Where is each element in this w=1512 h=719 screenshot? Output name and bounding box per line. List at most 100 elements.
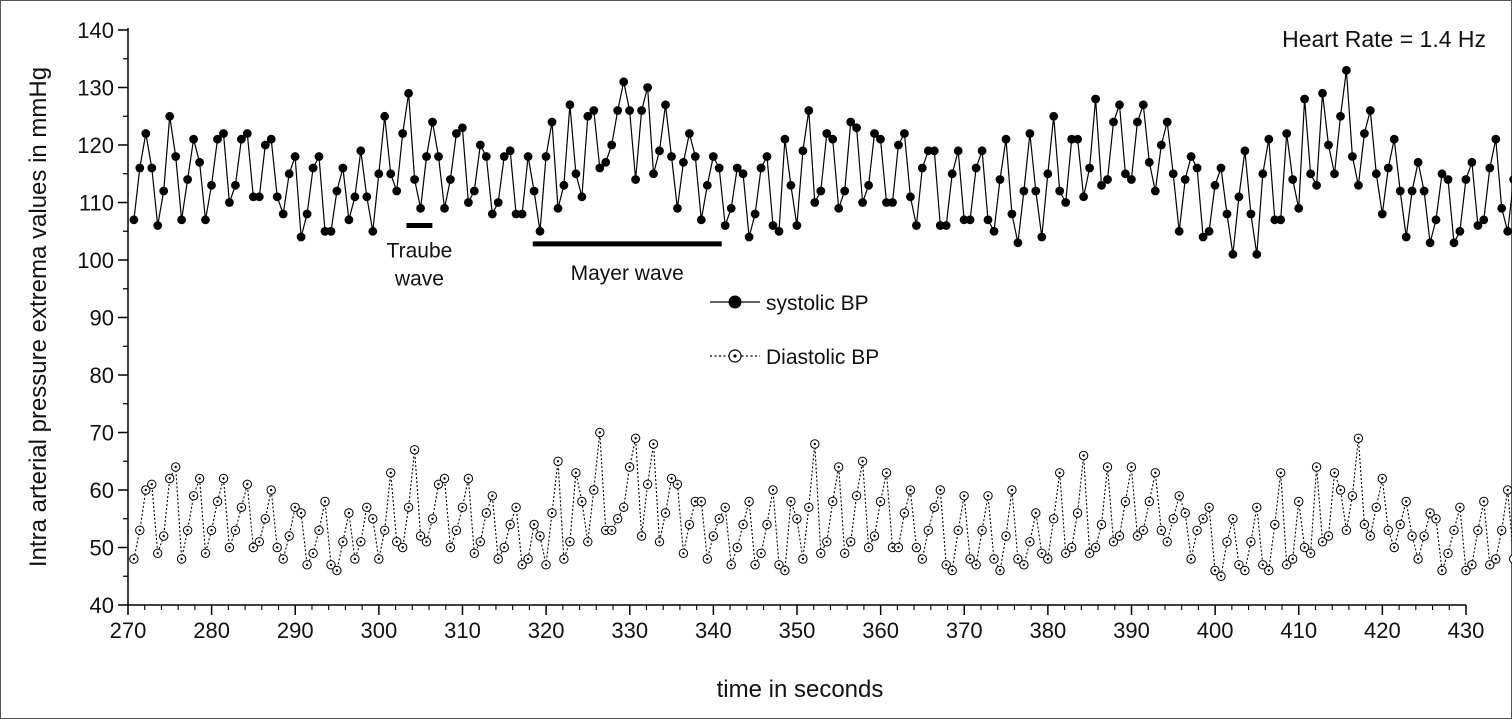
systolic-point xyxy=(153,221,163,230)
diastolic-point-center xyxy=(622,506,625,509)
systolic-point xyxy=(380,111,390,121)
x-tick-label: 370 xyxy=(946,618,983,643)
systolic-point xyxy=(1497,203,1507,213)
diastolic-point-center xyxy=(706,557,709,561)
systolic-point xyxy=(1264,134,1274,144)
diastolic-point-center xyxy=(837,465,840,469)
diastolic-point-center xyxy=(186,529,189,532)
diastolic-point-center xyxy=(156,552,159,555)
diastolic-point-center xyxy=(849,540,852,543)
x-tick-label: 420 xyxy=(1364,618,1401,643)
diastolic-point-center xyxy=(1166,540,1169,543)
systolic-point xyxy=(529,186,539,196)
y-axis: 40 50 60 70 80 90 100 110 120 130 140 xyxy=(77,18,129,618)
diastolic-point-center xyxy=(138,529,141,532)
systolic-point xyxy=(368,226,378,236)
systolic-point xyxy=(1330,169,1339,179)
diastolic-point-center xyxy=(718,517,721,520)
systolic-point xyxy=(1318,88,1327,98)
systolic-point xyxy=(756,163,766,173)
systolic-point xyxy=(475,140,485,150)
x-tick-label: 270 xyxy=(110,618,147,643)
systolic-point xyxy=(894,140,903,150)
systolic-point xyxy=(1210,180,1220,190)
diastolic-point-center xyxy=(1279,471,1282,474)
systolic-point xyxy=(207,180,216,190)
diastolic-point-center xyxy=(1375,506,1378,509)
diastolic-point-center xyxy=(1357,437,1360,440)
diastolic-line xyxy=(133,432,1512,578)
diastolic-point-center xyxy=(509,523,512,526)
diastolic-point-center xyxy=(568,540,572,543)
diastolic-point-center xyxy=(437,483,440,486)
systolic-point xyxy=(1288,175,1298,184)
diastolic-point-center xyxy=(168,477,171,480)
diastolic-point-center xyxy=(598,431,601,434)
diastolic-point-center xyxy=(1022,563,1026,566)
x-tick-label: 380 xyxy=(1030,618,1067,643)
diastolic-point-center xyxy=(1058,471,1061,474)
systolic-point xyxy=(1473,221,1483,230)
systolic-point xyxy=(332,186,342,196)
systolic-point xyxy=(278,209,288,219)
diastolic-point-center xyxy=(962,494,966,497)
systolic-point xyxy=(1109,117,1118,127)
diastolic-point-center xyxy=(1040,552,1044,555)
systolic-point xyxy=(1312,180,1321,190)
systolic-point xyxy=(260,140,270,150)
diastolic-point-center xyxy=(1046,557,1050,561)
diastolic-point-center xyxy=(1452,529,1456,532)
systolic-point xyxy=(1168,169,1178,179)
diastolic-point-center xyxy=(252,546,255,549)
diastolic-point-center xyxy=(1219,575,1223,578)
diastolic-point-center xyxy=(974,563,978,566)
x-tick-label: 330 xyxy=(611,618,648,643)
diastolic-point-center xyxy=(473,552,476,555)
systolic-point xyxy=(655,146,664,156)
systolic-point xyxy=(1437,169,1447,179)
systolic-point xyxy=(1413,157,1423,167)
systolic-point xyxy=(1401,232,1411,242)
diastolic-point-center xyxy=(592,488,595,492)
systolic-point xyxy=(1204,226,1214,236)
systolic-point xyxy=(1240,146,1250,156)
systolic-point xyxy=(1133,117,1142,127)
diastolic-point-center xyxy=(783,569,787,572)
diastolic-point-center xyxy=(538,534,542,538)
diastolic-point-center xyxy=(550,511,554,515)
diastolic-point-center xyxy=(228,546,231,549)
diastolic-point-center xyxy=(1094,546,1097,549)
systolic-point xyxy=(565,100,575,110)
systolic-point xyxy=(774,226,784,236)
systolic-point xyxy=(219,129,228,138)
systolic-point xyxy=(1455,226,1465,236)
systolic-point xyxy=(374,169,384,179)
systolic-point xyxy=(1091,94,1100,104)
systolic-point xyxy=(254,192,264,202)
systolic-point xyxy=(1431,215,1441,225)
systolic-point xyxy=(965,215,975,225)
systolic-point xyxy=(840,186,850,196)
systolic-point xyxy=(135,163,145,173)
systolic-point xyxy=(1228,249,1238,259)
systolic-point xyxy=(750,209,760,219)
diastolic-point-center xyxy=(544,563,548,566)
y-tick-label: 70 xyxy=(90,421,114,446)
diastolic-point-center xyxy=(258,540,261,543)
diastolic-point-center xyxy=(180,557,183,561)
systolic-point xyxy=(1049,111,1059,121)
diastolic-point-center xyxy=(1082,454,1085,457)
diastolic-point-center xyxy=(1225,540,1229,543)
diastolic-point-center xyxy=(1464,569,1468,572)
systolic-point xyxy=(1461,175,1471,184)
systolic-point xyxy=(422,152,431,161)
systolic-point xyxy=(876,134,885,144)
y-tick-label: 40 xyxy=(90,593,114,618)
diastolic-point-center xyxy=(682,552,685,555)
systolic-point xyxy=(673,203,682,213)
systolic-point xyxy=(780,134,790,144)
systolic-point xyxy=(577,192,587,202)
systolic-point xyxy=(1258,169,1268,179)
systolic-point xyxy=(165,111,175,121)
diastolic-point-center xyxy=(712,534,715,538)
